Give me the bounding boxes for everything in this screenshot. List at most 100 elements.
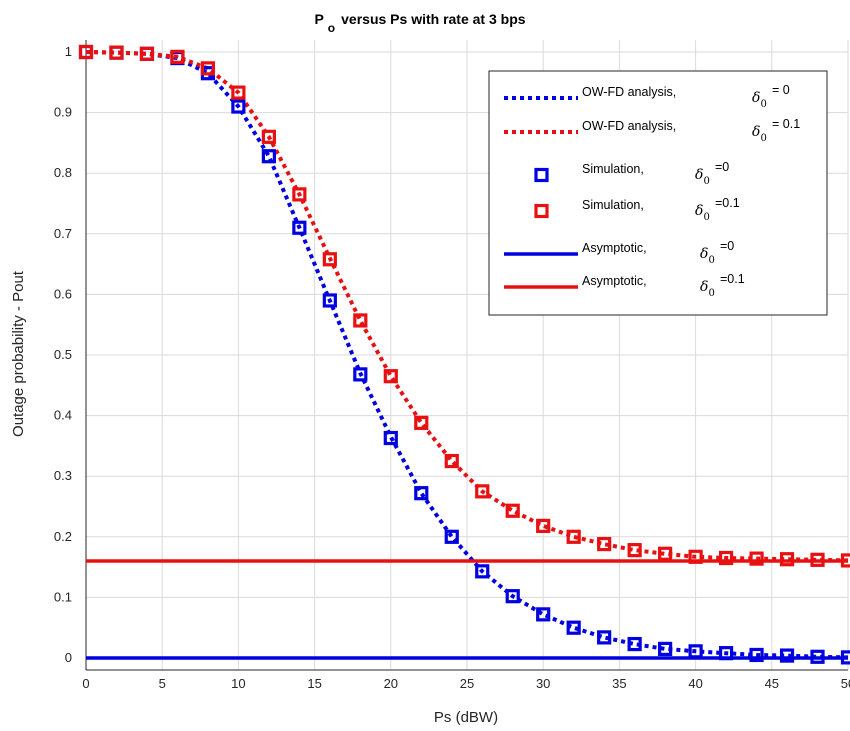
chart-title: Po versus Ps with rate at 3 bps bbox=[314, 11, 525, 35]
data-point-3 bbox=[78, 44, 94, 60]
legend-delta-value: =0.1 bbox=[720, 272, 745, 286]
chart-title-main: P bbox=[314, 11, 323, 27]
legend-delta-value: =0.1 bbox=[715, 196, 740, 210]
y-tick-label: 0.4 bbox=[54, 408, 72, 423]
legend-entry-0: OW-FD analysis, δ0 = 0 bbox=[504, 83, 790, 110]
chart-title-subscript: o bbox=[328, 21, 335, 35]
legend-entry-4: Asymptotic, δ0 =0 bbox=[504, 239, 734, 266]
data-point-3 bbox=[200, 61, 216, 76]
y-tick-label: 0 bbox=[65, 650, 72, 665]
data-point-2 bbox=[414, 486, 429, 501]
data-point-3 bbox=[322, 252, 337, 267]
x-tick-label: 35 bbox=[612, 676, 626, 691]
data-point-3 bbox=[718, 550, 734, 566]
series-0 bbox=[85, 50, 849, 660]
data-point-2 bbox=[749, 647, 764, 663]
legend-box bbox=[488, 70, 828, 316]
legend-delta-symbol: δ0 bbox=[752, 90, 767, 110]
x-tick-label: 25 bbox=[460, 676, 474, 691]
y-tick-label: 0.1 bbox=[54, 589, 72, 604]
legend-delta-symbol: δ0 bbox=[695, 203, 710, 223]
legend-delta-value: =0 bbox=[720, 239, 734, 253]
legend: OW-FD analysis, δ0 = 0 OW-FD analysis, δ0 = 0… bbox=[488, 70, 828, 316]
data-point-3 bbox=[627, 543, 642, 558]
data-point-3 bbox=[505, 503, 520, 518]
y-tick-label: 0.8 bbox=[54, 165, 72, 180]
data-point-3 bbox=[231, 85, 246, 100]
data-point-2 bbox=[597, 630, 612, 645]
data-point-3 bbox=[414, 415, 429, 430]
legend-delta-symbol: δ0 bbox=[752, 124, 767, 144]
data-point-3 bbox=[292, 187, 307, 202]
data-point-2 bbox=[322, 293, 337, 308]
data-point-2 bbox=[505, 589, 520, 604]
data-point-2 bbox=[566, 620, 581, 635]
legend-delta-value: = 0.1 bbox=[772, 117, 800, 131]
y-axis-label: Outage probability - Pout bbox=[10, 270, 27, 437]
data-point-3 bbox=[109, 45, 124, 60]
legend-label: Asymptotic, bbox=[582, 274, 647, 288]
x-tick-label: 50 bbox=[841, 676, 850, 691]
data-point-2 bbox=[627, 636, 642, 652]
legend-label: OW-FD analysis, bbox=[582, 119, 676, 133]
data-point-3 bbox=[749, 551, 764, 566]
data-point-2 bbox=[261, 149, 276, 164]
data-point-3 bbox=[261, 129, 276, 144]
data-point-2 bbox=[292, 220, 307, 235]
y-tick-label: 0.2 bbox=[54, 529, 72, 544]
plot-series bbox=[78, 44, 850, 665]
data-point-2 bbox=[779, 648, 795, 663]
legend-entry-1: OW-FD analysis, δ0 = 0.1 bbox=[504, 117, 800, 144]
data-point-3 bbox=[597, 536, 612, 552]
series-3 bbox=[78, 44, 850, 568]
legend-label: Simulation, bbox=[582, 198, 644, 212]
legend-delta-symbol: δ0 bbox=[700, 279, 715, 299]
x-axis-label: Ps (dBW) bbox=[434, 709, 498, 726]
data-point-3 bbox=[536, 518, 551, 533]
data-point-3 bbox=[566, 529, 581, 544]
x-tick-label: 0 bbox=[82, 676, 89, 691]
data-point-2 bbox=[475, 564, 490, 579]
x-tick-label: 30 bbox=[536, 676, 550, 691]
x-tick-label: 5 bbox=[159, 676, 166, 691]
y-tick-label: 0.7 bbox=[54, 226, 72, 241]
y-tick-label: 1 bbox=[65, 44, 72, 59]
x-tick-label: 10 bbox=[231, 676, 245, 691]
data-point-3 bbox=[444, 453, 459, 469]
data-point-2 bbox=[536, 607, 551, 622]
y-tick-label: 0.3 bbox=[54, 468, 72, 483]
x-tick-label: 15 bbox=[307, 676, 321, 691]
legend-marker-sample bbox=[534, 167, 549, 183]
legend-delta-value: = 0 bbox=[772, 83, 790, 97]
legend-delta-symbol: δ0 bbox=[695, 167, 710, 187]
legend-label: OW-FD analysis, bbox=[582, 85, 676, 99]
data-point-2 bbox=[353, 367, 368, 382]
data-point-3 bbox=[475, 484, 490, 499]
chart-title-rest: versus Ps with rate at 3 bps bbox=[341, 11, 526, 27]
data-point-3 bbox=[383, 369, 398, 384]
legend-delta-value: =0 bbox=[715, 160, 729, 174]
legend-marker-sample bbox=[534, 203, 549, 219]
data-point-2 bbox=[444, 529, 459, 544]
data-point-3 bbox=[139, 46, 155, 61]
data-point-2 bbox=[383, 430, 398, 446]
series-line-0 bbox=[85, 50, 849, 660]
y-tick-label: 0.9 bbox=[54, 105, 72, 120]
axes: 0 5 10 15 20 25 30 35 40 45 50 0 0.1 0.2 0.3 0.4 0.5 0.6 0… bbox=[54, 40, 850, 691]
legend-entry-3: Simulation, δ0 =0.1 bbox=[534, 196, 740, 223]
data-point-3 bbox=[170, 49, 185, 64]
data-point-2 bbox=[658, 641, 673, 657]
legend-entry-5: Asymptotic, δ0 =0.1 bbox=[504, 272, 745, 299]
data-point-2 bbox=[231, 99, 246, 114]
legend-label: Simulation, bbox=[582, 162, 644, 176]
legend-entry-2: Simulation, δ0 =0 bbox=[534, 160, 729, 187]
y-tick-label: 0.5 bbox=[54, 347, 72, 362]
x-tick-label: 20 bbox=[384, 676, 398, 691]
legend-label: Asymptotic, bbox=[582, 241, 647, 255]
x-tick-label: 40 bbox=[688, 676, 702, 691]
x-tick-label: 45 bbox=[765, 676, 779, 691]
data-point-3 bbox=[779, 552, 795, 567]
legend-delta-symbol: δ0 bbox=[700, 246, 715, 266]
data-point-3 bbox=[353, 313, 368, 328]
